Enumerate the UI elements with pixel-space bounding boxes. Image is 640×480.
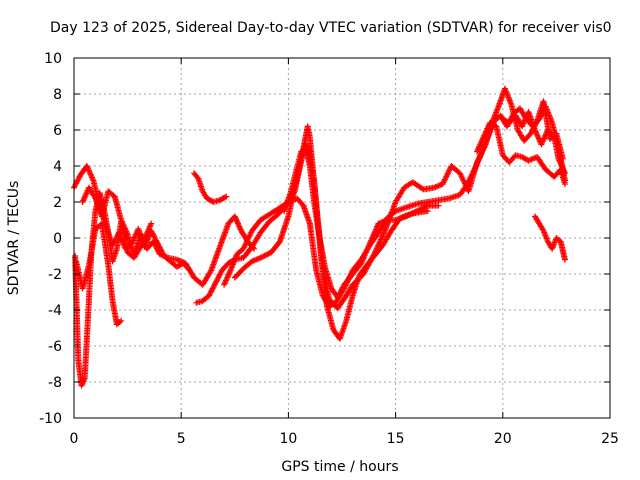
- data-point: [411, 209, 418, 216]
- series-sat-e: [191, 170, 230, 205]
- data-point: [258, 254, 265, 261]
- data-point: [561, 170, 568, 177]
- data-point: [407, 211, 414, 218]
- y-tick-label: 0: [53, 231, 62, 247]
- series-sat-k: [531, 213, 568, 263]
- data-point: [435, 202, 442, 209]
- data-point: [561, 256, 568, 263]
- data-point: [410, 210, 417, 217]
- chart-title: Day 123 of 2025, Sidereal Day-to-day VTE…: [50, 20, 612, 36]
- x-tick-label: 5: [177, 431, 186, 447]
- data-point: [415, 207, 422, 214]
- data-point: [423, 203, 430, 210]
- y-tick-label: -2: [48, 267, 62, 283]
- x-tick-label: 0: [70, 431, 79, 447]
- data-point: [223, 193, 230, 200]
- x-axis-label: GPS time / hours: [281, 459, 398, 475]
- series-sat-b: [72, 190, 155, 389]
- data-point: [118, 317, 125, 324]
- data-point: [561, 181, 568, 187]
- x-tick-label: 10: [279, 431, 297, 447]
- x-tick-label: 25: [601, 431, 619, 447]
- data-point: [265, 250, 272, 257]
- plot-area: [71, 85, 568, 389]
- series-sat-l: [499, 109, 568, 177]
- data-point: [257, 254, 264, 261]
- data-point: [424, 208, 431, 214]
- data-point: [406, 212, 412, 219]
- data-point: [264, 251, 271, 258]
- y-axis-label: SDTVAR / TECUs: [6, 181, 22, 296]
- y-tick-label: 10: [44, 51, 62, 67]
- y-tick-label: 4: [53, 159, 62, 175]
- series-sat-j: [474, 119, 568, 187]
- data-point: [418, 205, 425, 212]
- y-tick-label: 2: [53, 195, 62, 211]
- data-point: [414, 208, 421, 214]
- data-point: [91, 194, 98, 201]
- data-point: [403, 213, 410, 220]
- series-sat-c: [73, 220, 125, 328]
- y-tick-label: -4: [48, 303, 62, 319]
- data-point: [550, 133, 557, 139]
- data-point: [148, 220, 155, 227]
- y-tick-label: -8: [48, 375, 62, 391]
- data-point: [420, 204, 427, 211]
- data-point: [412, 208, 419, 215]
- x-tick-label: 15: [387, 431, 405, 447]
- data-point: [408, 210, 415, 217]
- y-tick-label: 8: [53, 87, 62, 103]
- data-point: [422, 203, 429, 210]
- y-tick-label: -10: [39, 411, 62, 427]
- data-point: [416, 206, 423, 213]
- data-point: [221, 194, 228, 201]
- y-tick-label: -6: [48, 339, 62, 355]
- data-point: [419, 205, 426, 212]
- axes: 0 5 10 15 20 25 -10 -8 -6 -4 -2 0 2 4 6 8 10: [39, 51, 619, 447]
- data-point: [261, 252, 268, 259]
- data-point: [260, 253, 267, 260]
- y-tick-label: 6: [53, 123, 62, 139]
- series-sat-i: [281, 145, 442, 301]
- series-sat-d: [79, 184, 258, 288]
- data-point: [404, 212, 411, 219]
- x-tick-label: 20: [494, 431, 512, 447]
- data-point: [262, 252, 269, 259]
